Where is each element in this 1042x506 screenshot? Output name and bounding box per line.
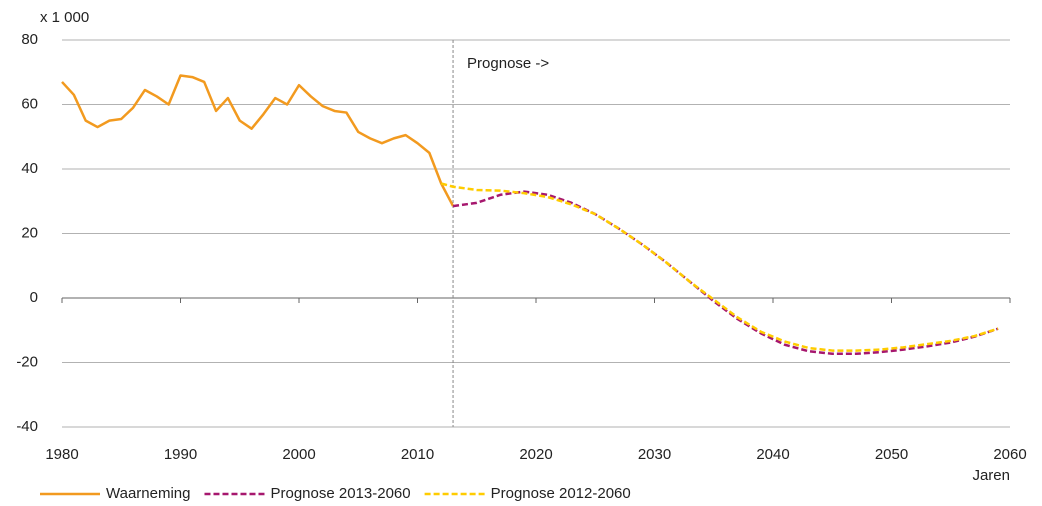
legend-label: Waarneming — [106, 485, 190, 502]
x-tick-label: 2000 — [282, 446, 315, 463]
y-unit-label: x 1 000 — [40, 9, 89, 26]
annotation: Prognose -> — [467, 55, 549, 72]
y-tick-label: 60 — [21, 95, 38, 112]
x-tick-label: 2050 — [875, 446, 908, 463]
x-tick-label: 2010 — [401, 446, 434, 463]
y-tick-label: -40 — [16, 418, 38, 435]
y-tick-label: 80 — [21, 31, 38, 48]
series-line — [61, 74, 455, 207]
legend-label: Prognose 2012-2060 — [491, 485, 631, 502]
y-tick-label: -20 — [16, 353, 38, 370]
x-tick-label: 1990 — [164, 446, 197, 463]
x-tick-label: 2020 — [519, 446, 552, 463]
x-tick-label: 2030 — [638, 446, 671, 463]
x-tick-label: 2040 — [756, 446, 789, 463]
x-tick-label: 1980 — [45, 446, 78, 463]
y-tick-label: 40 — [21, 160, 38, 177]
y-tick-label: 0 — [30, 289, 38, 306]
x-tick-label: 2060 — [993, 446, 1026, 463]
x-axis-label: Jaren — [972, 467, 1010, 484]
legend-label: Prognose 2013-2060 — [270, 485, 410, 502]
y-tick-label: 20 — [21, 224, 38, 241]
series-line — [440, 182, 999, 352]
series-line — [452, 190, 999, 356]
